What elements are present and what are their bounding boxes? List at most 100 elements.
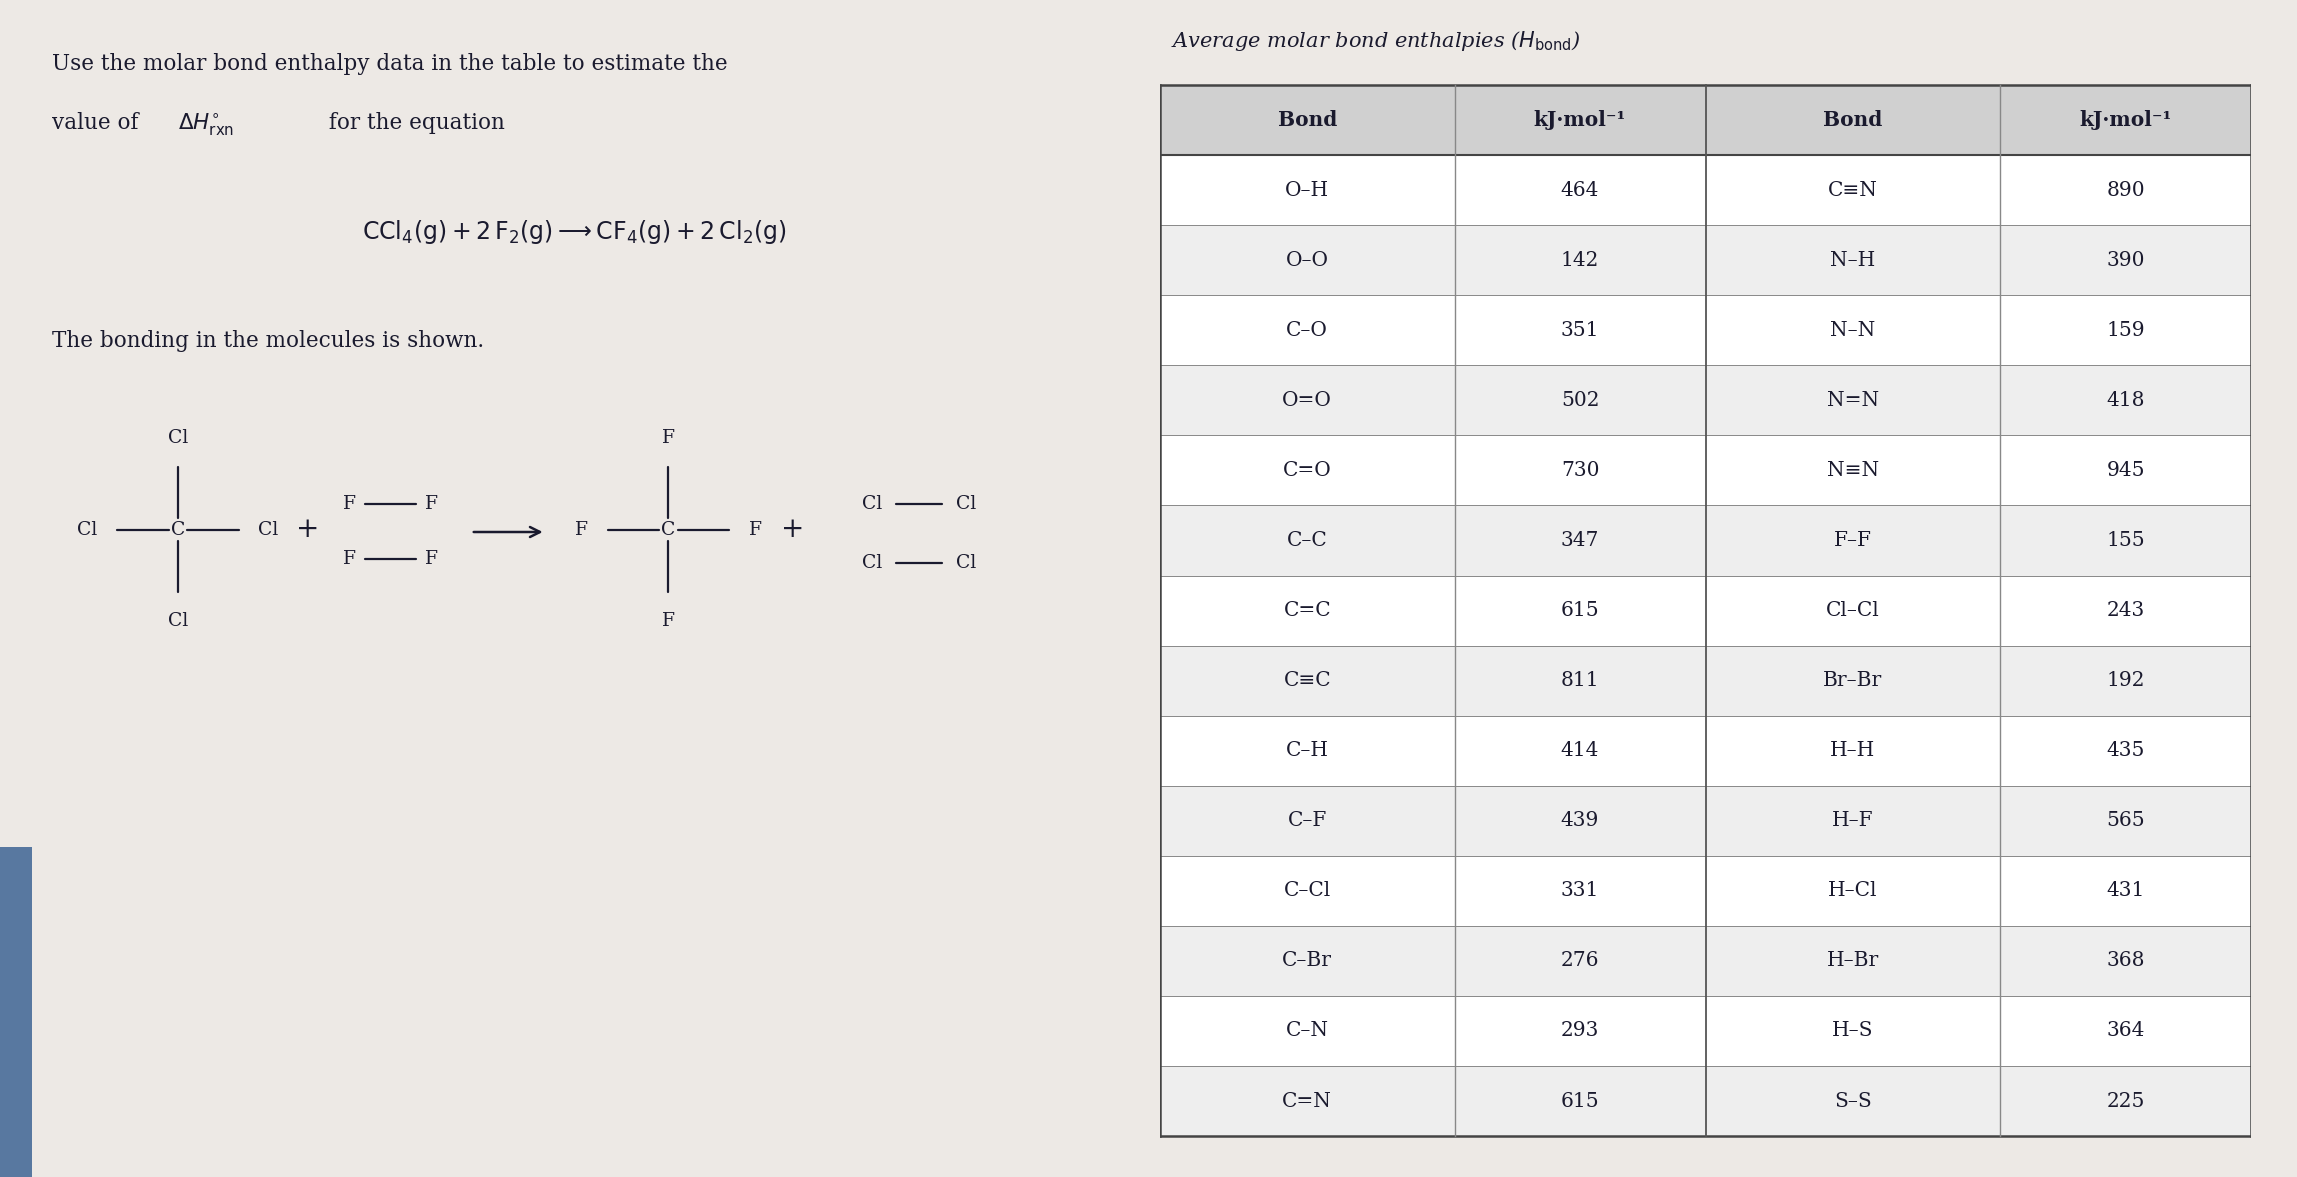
Bar bbox=[1160, 786, 2251, 856]
Text: The bonding in the molecules is shown.: The bonding in the molecules is shown. bbox=[53, 330, 485, 352]
Text: 368: 368 bbox=[2106, 951, 2145, 970]
Text: 293: 293 bbox=[1562, 1022, 1599, 1040]
Text: Cl–Cl: Cl–Cl bbox=[1826, 601, 1879, 620]
Text: Cl: Cl bbox=[861, 494, 882, 513]
Text: Cl: Cl bbox=[956, 494, 976, 513]
Text: H–Cl: H–Cl bbox=[1828, 882, 1877, 900]
Text: 159: 159 bbox=[2106, 321, 2145, 340]
Text: 243: 243 bbox=[2106, 601, 2145, 620]
Bar bbox=[1160, 85, 2251, 155]
Text: Bond: Bond bbox=[1824, 111, 1884, 131]
Text: F–F: F–F bbox=[1833, 531, 1872, 550]
Text: 615: 615 bbox=[1560, 601, 1599, 620]
Text: $\Delta H^{\circ}_{\mathrm{rxn}}$: $\Delta H^{\circ}_{\mathrm{rxn}}$ bbox=[179, 112, 234, 138]
Text: C–Cl: C–Cl bbox=[1284, 882, 1330, 900]
Text: F: F bbox=[749, 520, 763, 539]
Text: value of: value of bbox=[53, 112, 145, 134]
Text: H–F: H–F bbox=[1833, 811, 1874, 830]
Bar bbox=[1160, 716, 2251, 786]
Bar bbox=[1160, 926, 2251, 996]
Text: 431: 431 bbox=[2106, 882, 2145, 900]
Text: 811: 811 bbox=[1560, 671, 1599, 690]
Text: C–C: C–C bbox=[1286, 531, 1328, 550]
Text: Cl: Cl bbox=[260, 520, 278, 539]
Bar bbox=[0, 847, 32, 1177]
Bar bbox=[1160, 1066, 2251, 1136]
Text: 435: 435 bbox=[2106, 742, 2145, 760]
Text: H–H: H–H bbox=[1831, 742, 1874, 760]
Text: 225: 225 bbox=[2106, 1091, 2145, 1111]
Bar bbox=[1160, 295, 2251, 365]
Text: C≡N: C≡N bbox=[1828, 180, 1877, 200]
Text: Cl: Cl bbox=[861, 553, 882, 572]
Text: H–S: H–S bbox=[1833, 1022, 1874, 1040]
Text: 464: 464 bbox=[1562, 180, 1599, 200]
Text: C–F: C–F bbox=[1289, 811, 1328, 830]
Text: $\mathrm{CCl_4(g) + 2\,F_2(g) \longrightarrow CF_4(g) + 2\,Cl_2(g)}$: $\mathrm{CCl_4(g) + 2\,F_2(g) \longright… bbox=[363, 218, 786, 246]
Text: F: F bbox=[342, 550, 356, 568]
Text: C–H: C–H bbox=[1286, 742, 1328, 760]
Bar bbox=[1160, 365, 2251, 435]
Bar bbox=[1160, 646, 2251, 716]
Text: C≡C: C≡C bbox=[1284, 671, 1330, 690]
Text: C=O: C=O bbox=[1284, 461, 1332, 480]
Text: 615: 615 bbox=[1560, 1091, 1599, 1111]
Text: 331: 331 bbox=[1562, 882, 1599, 900]
Text: O–H: O–H bbox=[1286, 180, 1330, 200]
Text: 276: 276 bbox=[1560, 951, 1599, 970]
Text: 414: 414 bbox=[1562, 742, 1599, 760]
Text: F: F bbox=[342, 494, 356, 513]
Text: Cl: Cl bbox=[956, 553, 976, 572]
Text: N≡N: N≡N bbox=[1826, 461, 1879, 480]
Text: N=N: N=N bbox=[1826, 391, 1879, 410]
Text: 192: 192 bbox=[2106, 671, 2145, 690]
Text: 142: 142 bbox=[1562, 251, 1599, 270]
Text: C: C bbox=[170, 520, 186, 539]
Text: C=N: C=N bbox=[1282, 1091, 1332, 1111]
Text: 502: 502 bbox=[1560, 391, 1599, 410]
Text: 347: 347 bbox=[1562, 531, 1599, 550]
Bar bbox=[1160, 225, 2251, 295]
Text: H–Br: H–Br bbox=[1826, 951, 1879, 970]
Bar bbox=[1160, 576, 2251, 646]
Text: 390: 390 bbox=[2106, 251, 2145, 270]
Text: S–S: S–S bbox=[1833, 1091, 1872, 1111]
Text: Use the molar bond enthalpy data in the table to estimate the: Use the molar bond enthalpy data in the … bbox=[53, 53, 728, 75]
Text: +: + bbox=[781, 517, 804, 543]
Text: N–N: N–N bbox=[1831, 321, 1874, 340]
Text: C=C: C=C bbox=[1284, 601, 1330, 620]
Text: 351: 351 bbox=[1560, 321, 1599, 340]
Text: O=O: O=O bbox=[1282, 391, 1332, 410]
Text: O–O: O–O bbox=[1286, 251, 1328, 270]
Bar bbox=[1160, 856, 2251, 926]
Bar bbox=[1160, 505, 2251, 576]
Text: Br–Br: Br–Br bbox=[1824, 671, 1884, 690]
Text: F: F bbox=[662, 430, 675, 447]
Text: 890: 890 bbox=[2106, 180, 2145, 200]
Text: Cl: Cl bbox=[168, 612, 188, 630]
Bar bbox=[1160, 155, 2251, 225]
Text: kJ·mol⁻¹: kJ·mol⁻¹ bbox=[1534, 111, 1626, 131]
Text: C: C bbox=[662, 520, 675, 539]
Text: N–H: N–H bbox=[1831, 251, 1874, 270]
Text: 364: 364 bbox=[2106, 1022, 2145, 1040]
Text: C–O: C–O bbox=[1286, 321, 1328, 340]
Text: Bond: Bond bbox=[1277, 111, 1337, 131]
Text: F: F bbox=[574, 520, 588, 539]
Bar bbox=[1160, 435, 2251, 505]
Text: C–Br: C–Br bbox=[1282, 951, 1332, 970]
Text: F: F bbox=[425, 494, 439, 513]
Text: C–N: C–N bbox=[1286, 1022, 1328, 1040]
Text: 945: 945 bbox=[2106, 461, 2145, 480]
Text: 439: 439 bbox=[1562, 811, 1599, 830]
Text: Cl: Cl bbox=[78, 520, 96, 539]
Text: F: F bbox=[662, 612, 675, 630]
Bar bbox=[1160, 996, 2251, 1066]
Text: 730: 730 bbox=[1560, 461, 1599, 480]
Text: kJ·mol⁻¹: kJ·mol⁻¹ bbox=[2079, 111, 2171, 131]
Text: F: F bbox=[425, 550, 439, 568]
Text: for the equation: for the equation bbox=[322, 112, 505, 134]
Text: Average molar bond enthalpies ($\mathit{H}_{\mathrm{bond}}$): Average molar bond enthalpies ($\mathit{… bbox=[1171, 29, 1580, 53]
Text: 155: 155 bbox=[2106, 531, 2145, 550]
Text: 565: 565 bbox=[2106, 811, 2145, 830]
